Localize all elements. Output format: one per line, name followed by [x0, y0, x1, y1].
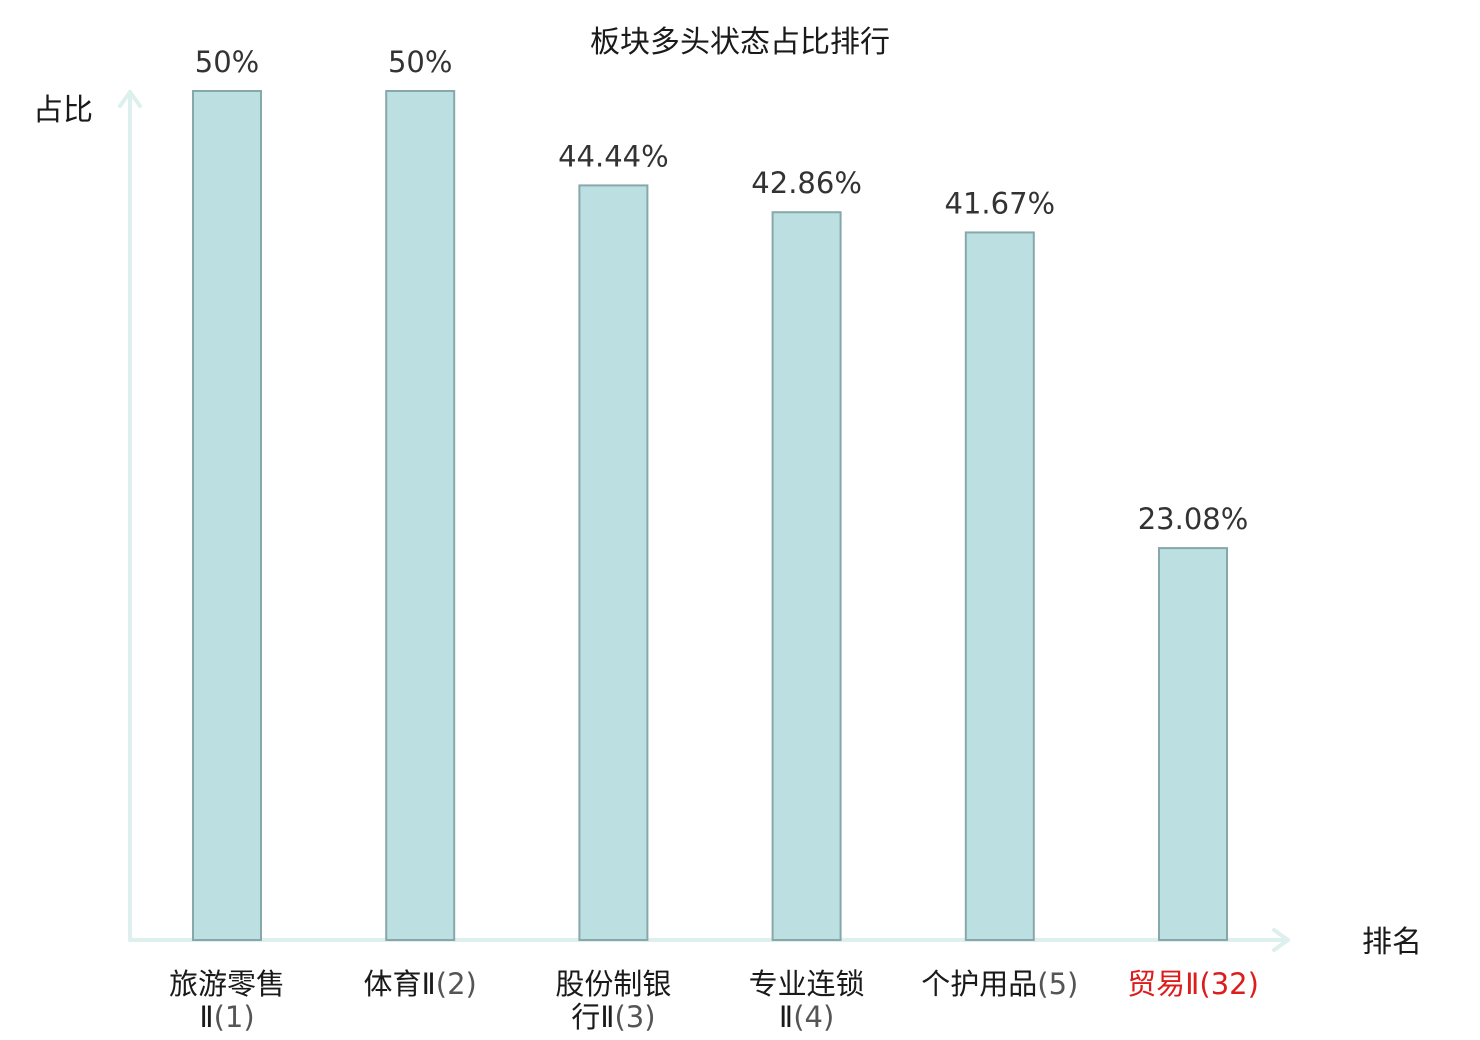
category-label-line: Ⅱ(4) — [779, 1000, 834, 1034]
category-label-line: 股份制银 — [555, 967, 671, 1001]
category-rank: (3) — [614, 1000, 655, 1034]
bar — [1158, 547, 1228, 942]
bar — [192, 90, 262, 941]
category-label-line: 专业连锁 — [749, 967, 865, 1001]
category-label-line: 体育Ⅱ(2) — [364, 967, 477, 1001]
axes — [118, 90, 1290, 952]
category-label: 股份制银行Ⅱ(3) — [555, 967, 671, 1034]
value-label: 50% — [388, 45, 452, 79]
category-rank: (2) — [436, 967, 477, 1001]
bar — [385, 90, 456, 941]
category-rank: (5) — [1037, 967, 1078, 1001]
x-axis-arrow — [1272, 928, 1290, 952]
category-label: 专业连锁 Ⅱ(4) — [749, 967, 865, 1034]
chart-title: 板块多头状态占比排行 — [590, 25, 890, 60]
category-rank: (32) — [1199, 967, 1259, 1001]
category-label-line: Ⅱ(1) — [199, 1000, 254, 1034]
value-label: 44.44% — [558, 139, 669, 173]
value-label: 41.67% — [945, 186, 1056, 220]
category-label-line: 旅游零售 — [169, 967, 285, 1001]
category-label-line: 贸易Ⅱ(32) — [1127, 967, 1259, 1001]
category-labels: 旅游零售 Ⅱ(1) 体育Ⅱ(2) 股份制银行Ⅱ(3) 专业连锁 Ⅱ(4) 个护用品(5) 贸易… — [169, 967, 1259, 1034]
value-labels: 50% 50% 44.44% 42.86% 41.67% 23.08% — [195, 45, 1249, 536]
category-label: 旅游零售 Ⅱ(1) — [169, 967, 285, 1034]
value-label: 50% — [195, 45, 259, 79]
category-label: 贸易Ⅱ(32) — [1127, 967, 1259, 1001]
category-label-line: 行Ⅱ(3) — [571, 1000, 655, 1034]
bar — [578, 184, 649, 941]
bar — [771, 211, 842, 942]
y-axis-arrow — [118, 90, 142, 108]
bar — [964, 231, 1035, 941]
bars — [192, 90, 1228, 942]
category-rank: (4) — [793, 1000, 834, 1034]
y-axis-label: 占比 — [33, 93, 93, 128]
x-axis-label: 排名 — [1362, 925, 1422, 960]
value-label: 42.86% — [751, 166, 862, 200]
category-rank: (1) — [214, 1000, 255, 1034]
category-label: 体育Ⅱ(2) — [364, 967, 477, 1001]
category-label-line: 个护用品(5) — [921, 967, 1078, 1001]
category-label: 个护用品(5) — [921, 967, 1078, 1001]
value-label: 23.08% — [1138, 502, 1249, 536]
